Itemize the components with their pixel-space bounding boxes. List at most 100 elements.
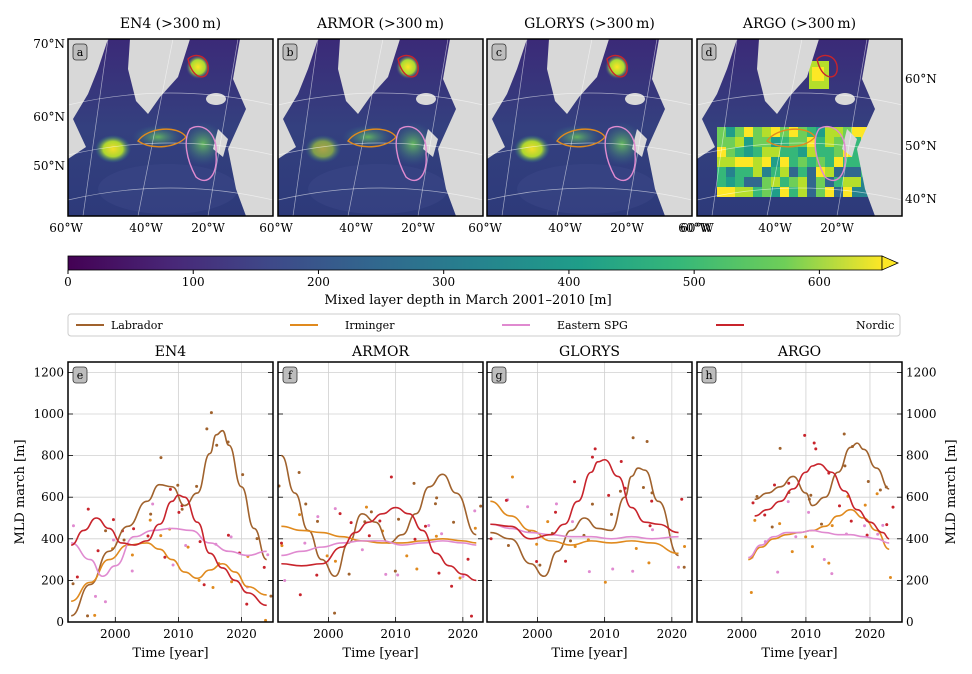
legend-box xyxy=(67,313,901,337)
mld-hotspot-irminger xyxy=(132,125,184,149)
legend-label-labrador: Labrador xyxy=(111,319,163,332)
graticule-lat xyxy=(278,187,483,201)
data-point-nordic xyxy=(554,510,558,514)
argo-cell xyxy=(789,187,798,197)
argo-cell xyxy=(789,127,798,137)
data-point-irminger xyxy=(863,503,867,507)
argo-cell xyxy=(807,187,816,197)
data-point-labrador xyxy=(71,582,75,586)
argo-cell xyxy=(744,147,753,157)
panel-letter: g xyxy=(495,369,502,382)
lon-label: 60°W xyxy=(468,221,502,235)
data-point-nordic xyxy=(279,541,283,545)
data-point-labrador xyxy=(809,493,813,497)
data-point-labrador xyxy=(149,512,153,516)
data-point-irminger xyxy=(546,520,550,524)
argo-cell xyxy=(843,157,852,167)
data-point-eastern-spg xyxy=(396,573,400,577)
panel-title: ARGO xyxy=(777,344,821,360)
data-point-eastern-spg xyxy=(677,565,681,569)
lat-label-right: 60°N xyxy=(905,72,937,86)
series-line-nordic xyxy=(281,506,477,582)
data-point-irminger xyxy=(211,586,215,590)
panel-letter: b xyxy=(286,46,293,59)
argo-cell xyxy=(798,157,807,167)
data-point-nordic xyxy=(298,593,302,597)
data-point-eastern-spg xyxy=(554,502,558,506)
xtick-label: 2000 xyxy=(522,627,553,641)
lon-label: 20°W xyxy=(191,221,225,235)
map-title: EN4 (>300 m) xyxy=(120,16,221,32)
argo-cell xyxy=(843,187,852,197)
data-point-eastern-spg xyxy=(151,502,155,506)
argo-cell xyxy=(726,157,735,167)
graticule-lat xyxy=(68,92,273,106)
series-line-nordic xyxy=(754,463,890,540)
data-point-labrador xyxy=(304,502,308,506)
argo-cell xyxy=(807,147,816,157)
data-point-labrador xyxy=(241,473,245,477)
argo-cell xyxy=(726,147,735,157)
data-point-labrador xyxy=(610,512,614,516)
mld-hotspot-nordic xyxy=(605,55,629,79)
series-line-labrador xyxy=(754,442,890,507)
lon-label: 60°W xyxy=(678,221,712,235)
data-point-labrador xyxy=(842,432,846,436)
argo-cell xyxy=(762,147,771,157)
data-point-labrador xyxy=(195,484,199,488)
data-point-nordic xyxy=(315,573,319,577)
legend: Labrador Irminger Eastern SPG Nordic xyxy=(67,313,901,337)
lon-label: 20°W xyxy=(610,221,644,235)
ytick-label-right: 200 xyxy=(906,573,929,587)
colorbar-tick-label: 600 xyxy=(808,275,831,289)
panel-letter-badge xyxy=(282,43,298,61)
data-point-labrador xyxy=(770,525,774,529)
colorbar-extend-max xyxy=(881,255,899,271)
map-title: GLORYS (>300 m) xyxy=(524,16,655,32)
argo-cell xyxy=(825,167,834,177)
data-point-nordic xyxy=(885,523,889,527)
data-point-labrador xyxy=(755,494,759,498)
data-point-nordic xyxy=(619,460,623,464)
data-point-irminger xyxy=(333,559,337,563)
xtick-label: 2010 xyxy=(589,627,620,641)
mld-hotspot-irminger xyxy=(551,125,603,149)
argo-cell xyxy=(798,167,807,177)
lon-label: 40°W xyxy=(339,221,373,235)
data-point-nordic xyxy=(245,602,249,606)
graticule-lon xyxy=(347,39,384,216)
data-point-eastern-spg xyxy=(461,574,465,578)
argo-cell xyxy=(717,157,726,167)
map-frame xyxy=(696,38,903,217)
data-point-nordic xyxy=(423,524,427,528)
plot-area xyxy=(697,362,902,622)
argo-cell xyxy=(762,137,771,147)
argo-cell xyxy=(726,137,735,147)
argo-cell xyxy=(726,177,735,187)
data-point-irminger xyxy=(573,545,577,549)
data-point-irminger xyxy=(159,534,163,538)
data-point-irminger xyxy=(778,522,782,526)
graticule-lon xyxy=(137,39,174,216)
data-point-nordic xyxy=(812,441,816,445)
xtick-label: 2000 xyxy=(100,627,131,641)
mld-hotspot-nordic xyxy=(186,55,210,79)
graticule-lat xyxy=(697,187,902,201)
data-point-nordic xyxy=(650,499,654,503)
data-point-nordic xyxy=(146,534,150,538)
ytick-label-left: 400 xyxy=(41,532,64,546)
data-point-nordic xyxy=(680,497,684,501)
data-point-labrador xyxy=(397,517,401,521)
argo-cell xyxy=(852,177,861,187)
panel-letter: e xyxy=(77,369,84,382)
map-frame xyxy=(277,38,484,217)
north-america-land xyxy=(68,39,108,159)
data-point-labrador xyxy=(255,537,259,541)
data-point-labrador xyxy=(122,538,126,542)
lat-label-right: 50°N xyxy=(905,139,937,153)
data-point-nordic xyxy=(489,537,493,541)
region-contour-eastern-spg xyxy=(604,126,636,182)
argo-cell xyxy=(852,127,861,137)
graticule-lat xyxy=(278,92,483,106)
